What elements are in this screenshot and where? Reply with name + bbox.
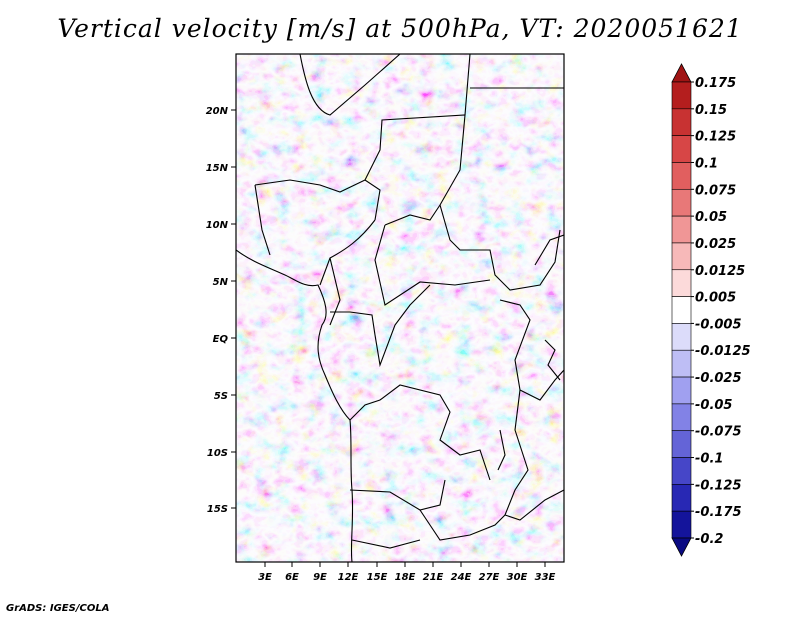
colorbar-label: 0.1 <box>695 156 718 171</box>
lat-label: 10S <box>207 448 228 459</box>
colorbar-label: 0.125 <box>695 130 736 145</box>
colorbar-swatch <box>671 457 692 485</box>
lat-label: EQ <box>213 334 229 345</box>
velocity-field <box>236 54 564 562</box>
colorbar-label: 0.005 <box>695 291 736 306</box>
colorbar-max-arrow <box>671 63 692 83</box>
lon-label: 33E <box>535 572 556 583</box>
colorbar-swatch <box>671 484 692 512</box>
colorbar-label: 0.175 <box>695 76 736 91</box>
colorbar-swatch <box>671 269 692 297</box>
colorbar-swatch <box>671 510 692 539</box>
colorbar-label: -0.0125 <box>695 344 751 359</box>
lon-label: 24E <box>451 572 472 583</box>
lat-label: 5N <box>213 277 229 288</box>
lat-label: 10N <box>206 220 229 231</box>
colorbar-min-arrow <box>671 537 692 557</box>
colorbar-swatch <box>671 135 692 163</box>
map-frame <box>235 53 565 563</box>
colorbar-label: 0.15 <box>695 103 727 118</box>
colorbar-swatch <box>671 376 692 405</box>
colorbar-label: -0.175 <box>695 505 742 520</box>
lon-label: 15E <box>367 572 388 583</box>
colorbar-swatch <box>671 81 692 110</box>
colorbar-swatch <box>671 108 692 136</box>
chart-title: Vertical velocity [m/s] at 500hPa, VT: 2… <box>57 14 743 43</box>
lon-label: 3E <box>258 572 272 583</box>
colorbar-swatch <box>671 349 692 378</box>
lat-label: 20N <box>206 106 229 117</box>
colorbar-swatch <box>671 162 692 190</box>
lon-label: 6E <box>285 572 299 583</box>
colorbar-swatch <box>671 242 692 271</box>
colorbar-label: -0.05 <box>695 398 732 413</box>
country-borders <box>236 54 564 562</box>
colorbar-swatch <box>671 323 692 351</box>
colorbar-swatch <box>671 215 692 244</box>
colorbar-label: 0.075 <box>695 183 736 198</box>
colorbar-swatch <box>671 430 692 458</box>
colorbar-swatch <box>671 403 692 432</box>
lat-label: 15S <box>207 504 228 515</box>
lon-label: 27E <box>479 572 500 583</box>
colorbar-label: -0.1 <box>695 452 723 467</box>
colorbar-label: -0.075 <box>695 425 742 440</box>
grads-credit: GrADS: IGES/COLA <box>6 603 110 614</box>
colorbar-label: 0.025 <box>695 237 736 252</box>
colorbar-label: 0.0125 <box>695 264 745 279</box>
colorbar-label: -0.2 <box>695 532 723 547</box>
lon-axis: 3E 6E 9E 12E 15E 18E 21E 24E 27E 30E 33E <box>258 562 556 583</box>
lon-label: 21E <box>423 572 444 583</box>
colorbar-label: -0.025 <box>695 371 742 386</box>
colorbar-label: 0.05 <box>695 210 727 225</box>
colorbar-swatch <box>671 296 692 324</box>
colorbar-label: -0.125 <box>695 478 742 493</box>
colorbar-swatch <box>671 188 692 217</box>
lat-label: 5S <box>214 391 228 402</box>
lon-label: 9E <box>313 572 327 583</box>
lon-label: 18E <box>395 572 416 583</box>
lat-axis: 20N 15N 10N 5N EQ 5S 10S 15S <box>206 106 236 515</box>
lon-label: 30E <box>507 572 528 583</box>
lat-label: 15N <box>206 163 229 174</box>
lon-label: 12E <box>338 572 359 583</box>
colorbar: 0.175 0.15 0.125 0.1 0.075 0.05 0.025 0.0125 0.0… <box>671 63 751 557</box>
colorbar-label: -0.005 <box>695 317 742 332</box>
